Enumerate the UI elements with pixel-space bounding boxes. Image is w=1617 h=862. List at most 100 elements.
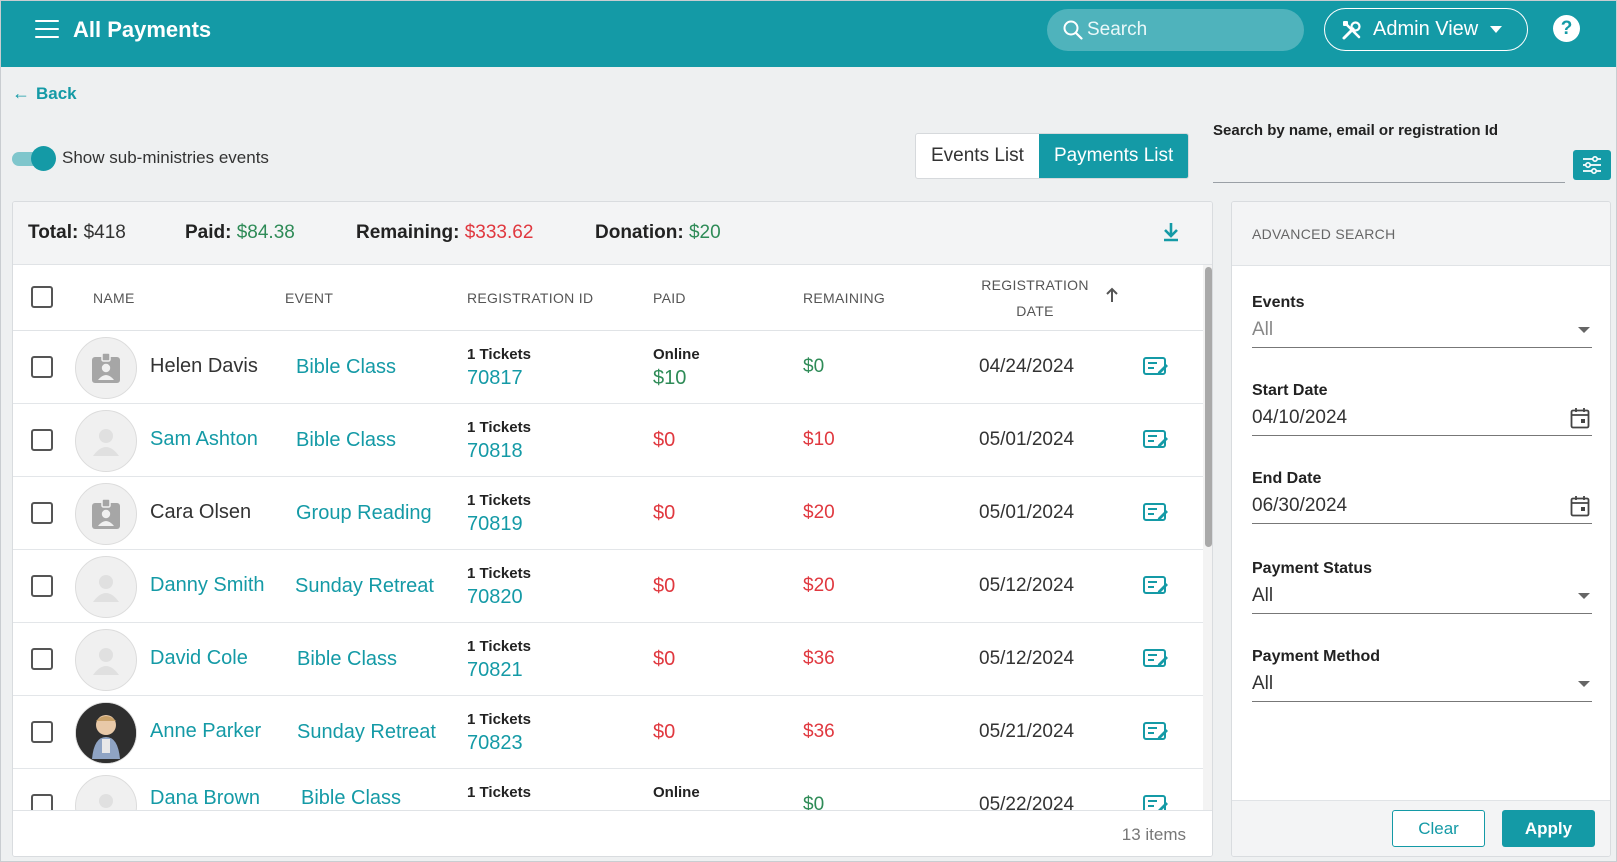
advanced-search-title: ADVANCED SEARCH — [1252, 226, 1396, 242]
row-date: 05/12/2024 — [979, 575, 1075, 596]
edit-note-icon[interactable] — [1143, 648, 1169, 668]
row-remaining: $10 — [803, 429, 835, 450]
chevron-down-icon — [1490, 26, 1503, 33]
tab-events-list[interactable]: Events List — [931, 145, 1024, 166]
row-registration-id[interactable]: 70819 — [467, 513, 523, 535]
donation-summary: Donation: $20 — [595, 222, 721, 244]
row-checkbox[interactable] — [31, 794, 53, 811]
row-checkbox[interactable] — [31, 648, 53, 670]
edit-note-icon[interactable] — [1143, 575, 1169, 595]
row-name: Cara Olsen — [150, 501, 252, 523]
edit-note-icon[interactable] — [1143, 502, 1169, 522]
edit-note-icon[interactable] — [1143, 356, 1169, 376]
person-placeholder-icon — [93, 429, 119, 456]
events-select[interactable]: All — [1252, 316, 1592, 348]
start-date-value: 04/10/2024 — [1252, 407, 1348, 428]
row-registration-id[interactable]: 70818 — [467, 440, 523, 462]
table-scrollbar[interactable] — [1203, 265, 1212, 810]
row-name-link[interactable]: Anne Parker — [150, 720, 262, 742]
row-event-link[interactable]: Bible Class — [296, 429, 397, 451]
table-row: Anne Parker Sunday Retreat 1 Tickets 708… — [13, 696, 1203, 769]
view-switch: Events List Payments List — [915, 133, 1190, 179]
row-paid: $0 — [653, 575, 676, 597]
donation-value: $20 — [688, 222, 721, 243]
apply-button[interactable]: Apply — [1502, 810, 1595, 847]
col-registration-date-line2: DATE — [1016, 303, 1054, 319]
row-name-link[interactable]: Dana Brown — [150, 787, 261, 809]
row-checkbox[interactable] — [31, 502, 53, 524]
child-photo-icon — [76, 703, 136, 763]
col-event[interactable]: EVENT — [285, 290, 334, 306]
totals-bar: Total: $418 Paid: $84.38 Remaining: $333… — [13, 202, 1212, 265]
row-date: 05/01/2024 — [979, 429, 1075, 450]
admin-view-label: Admin View — [1373, 18, 1479, 40]
dropdown-arrow-icon — [1578, 681, 1590, 687]
row-registration-id[interactable]: 70821 — [467, 659, 523, 681]
row-registration-id[interactable]: 70820 — [467, 586, 523, 608]
back-label: Back — [36, 83, 77, 103]
advanced-search-header: ADVANCED SEARCH — [1232, 202, 1610, 266]
select-all-checkbox[interactable] — [31, 286, 53, 308]
payment-method-filter: Payment Method All — [1252, 648, 1592, 702]
payment-status-select[interactable]: All — [1252, 582, 1592, 614]
sort-ascending-icon[interactable] — [1105, 287, 1119, 303]
row-name-link[interactable]: David Cole — [150, 647, 248, 669]
edit-note-icon[interactable] — [1143, 794, 1169, 811]
global-search-input[interactable] — [1087, 9, 1292, 51]
top-bar: All Payments Admin View ? — [1, 1, 1616, 67]
row-event-link[interactable]: Sunday Retreat — [295, 575, 434, 597]
id-badge-icon — [92, 352, 120, 383]
payment-method-select[interactable]: All — [1252, 670, 1592, 702]
remaining-value: $333.62 — [464, 222, 534, 243]
filter-toggle-button[interactable] — [1573, 150, 1611, 180]
menu-icon[interactable] — [35, 20, 59, 40]
row-checkbox[interactable] — [31, 429, 53, 451]
payments-card: Total: $418 Paid: $84.38 Remaining: $333… — [12, 201, 1213, 857]
row-event-link[interactable]: Group Reading — [296, 502, 432, 524]
start-date-input[interactable]: 04/10/2024 — [1252, 404, 1592, 436]
col-registration-date[interactable]: REGISTRATION DATE — [979, 277, 1091, 319]
row-event-link[interactable]: Bible Class — [297, 648, 398, 670]
clear-button[interactable]: Clear — [1392, 810, 1485, 847]
end-date-input[interactable]: 06/30/2024 — [1252, 492, 1592, 524]
row-checkbox[interactable] — [31, 356, 53, 378]
row-event-link[interactable]: Bible Class — [296, 356, 397, 378]
row-name-link[interactable]: Danny Smith — [150, 574, 265, 596]
paid-value: $84.38 — [236, 222, 295, 243]
row-registration-id[interactable]: 70823 — [467, 732, 523, 754]
avatar-photo — [75, 702, 137, 764]
help-icon[interactable]: ? — [1553, 15, 1580, 42]
donation-label: Donation: — [595, 222, 684, 243]
col-remaining[interactable]: REMAINING — [803, 290, 886, 306]
sub-ministries-toggle[interactable] — [12, 145, 56, 171]
row-registration-id[interactable]: 70817 — [467, 367, 523, 389]
person-placeholder-icon — [93, 648, 119, 675]
row-name-link[interactable]: Sam Ashton — [150, 428, 258, 450]
edit-note-icon[interactable] — [1143, 429, 1169, 449]
row-event-link[interactable]: Sunday Retreat — [297, 721, 436, 743]
calendar-icon[interactable] — [1570, 495, 1590, 517]
page-title: All Payments — [73, 17, 212, 42]
tab-payments-list[interactable]: Payments List — [1038, 134, 1189, 178]
arrow-left-icon: ← — [12, 83, 30, 103]
row-paid: $0 — [653, 648, 676, 670]
scrollbar-thumb[interactable] — [1205, 267, 1212, 547]
table-row: Helen Davis Bible Class 1 Tickets 70817 … — [13, 331, 1203, 404]
col-paid[interactable]: PAID — [653, 290, 686, 306]
global-search[interactable] — [1047, 9, 1304, 51]
col-registration-id[interactable]: REGISTRATION ID — [467, 290, 594, 306]
payment-method-value: All — [1252, 673, 1274, 694]
edit-note-icon[interactable] — [1143, 721, 1169, 741]
admin-view-button[interactable]: Admin View — [1324, 8, 1528, 51]
back-link[interactable]: ← Back — [12, 83, 77, 104]
row-checkbox[interactable] — [31, 721, 53, 743]
tools-icon — [1342, 20, 1361, 39]
row-tickets: 1 Tickets — [467, 565, 531, 582]
download-icon[interactable] — [1160, 220, 1182, 244]
calendar-icon[interactable] — [1570, 407, 1590, 429]
col-name[interactable]: NAME — [93, 290, 135, 306]
row-date: 05/12/2024 — [979, 648, 1075, 669]
row-checkbox[interactable] — [31, 575, 53, 597]
registration-search-input[interactable] — [1213, 151, 1565, 183]
row-event-link[interactable]: Bible Class — [301, 787, 402, 809]
